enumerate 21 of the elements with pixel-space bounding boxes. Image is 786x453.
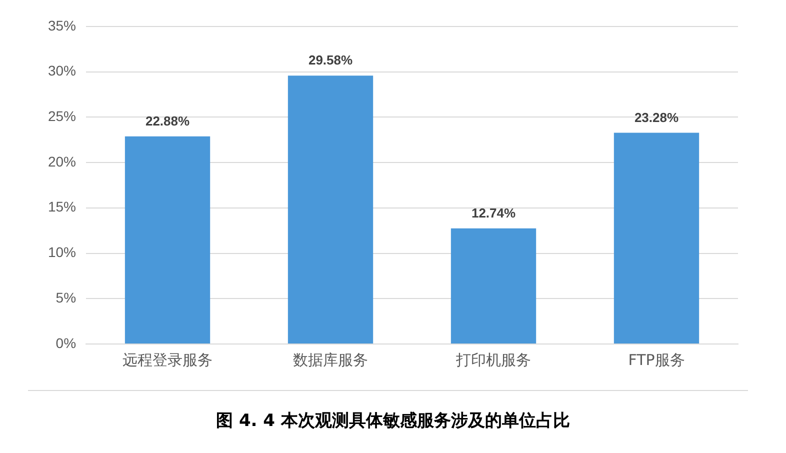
x-tick-label: FTP服务 [628,350,685,369]
data-label: 29.58% [308,52,353,68]
y-tick-label: 20% [48,153,76,170]
bar [124,136,210,344]
y-tick-label: 0% [56,334,76,351]
x-tick-label: 远程登录服务 [122,350,213,369]
bar [288,76,374,344]
x-tick-label: 打印机服务 [455,350,532,369]
y-tick-label: 35% [48,17,76,34]
y-tick-label: 10% [48,244,76,260]
y-tick-label: 30% [48,62,76,79]
bar [450,228,536,344]
y-tick-label: 25% [48,108,76,124]
data-label: 12.74% [471,205,516,220]
y-tick-label: 5% [56,289,76,306]
bar [614,132,700,344]
data-label: 23.28% [634,110,679,125]
data-label: 22.88% [145,113,190,128]
x-tick-label: 数据库服务 [293,350,368,369]
text: 图 4. 4 本次观测具体敏感服务涉及的单位占比 [215,410,571,432]
y-tick-label: 15% [48,198,76,215]
